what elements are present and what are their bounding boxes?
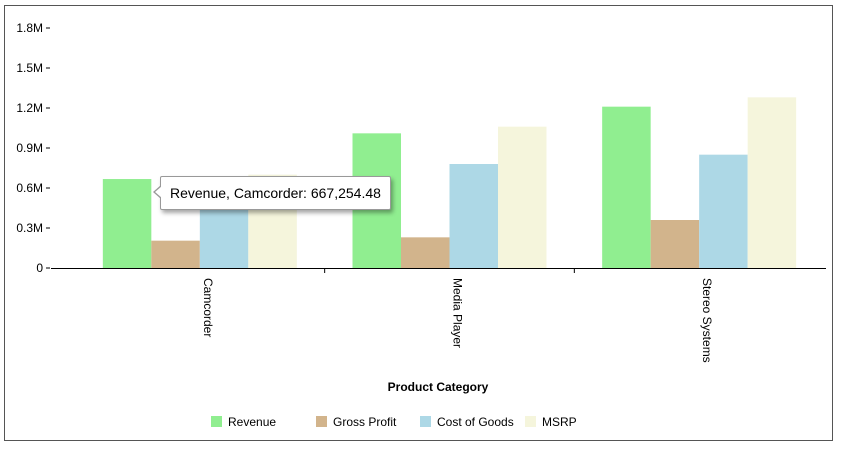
bar-msrp-media-player[interactable] [498, 126, 547, 269]
x-axis-title: Product Category [388, 380, 489, 394]
legend-swatch [525, 416, 536, 427]
bar-revenue-stereo-systems[interactable] [602, 106, 651, 269]
y-tick-label: 0.6M [16, 181, 43, 195]
bar-msrp-stereo-systems[interactable] [747, 97, 797, 268]
bar-gross-profit-media-player[interactable] [401, 237, 450, 268]
y-tick-label: 1.5M [16, 61, 43, 75]
x-tick-label: Camcorder [201, 278, 215, 337]
bar-revenue-camcorder[interactable] [102, 179, 152, 268]
x-tick-label: Stereo Systems [700, 278, 714, 363]
bar-gross-profit-stereo-systems[interactable] [650, 220, 700, 268]
legend-label[interactable]: Cost of Goods [437, 415, 514, 429]
bar-gross-profit-camcorder[interactable] [151, 240, 200, 268]
bar-cost-of-goods-camcorder[interactable] [199, 206, 249, 268]
y-tick-label: 0.3M [16, 221, 43, 235]
tooltip: Revenue, Camcorder: 667,254.48 [153, 176, 391, 210]
legend: Revenue Gross Profit Cost of Goods MSRP [211, 415, 577, 429]
y-axis: 0 0.3M 0.6M 0.9M 1.2M 1.5M 1.8M [16, 21, 50, 275]
legend-swatch [211, 416, 222, 427]
legend-swatch [316, 416, 327, 427]
x-tick-label: Media Player [451, 278, 465, 348]
bars-group [102, 97, 797, 269]
legend-label[interactable]: Gross Profit [333, 415, 397, 429]
tooltip-text: Revenue, Camcorder: 667,254.48 [170, 185, 381, 201]
bar-cost-of-goods-stereo-systems[interactable] [699, 154, 748, 268]
y-tick-label: 0 [36, 261, 43, 275]
legend-label[interactable]: MSRP [542, 415, 577, 429]
y-tick-label: 0.9M [16, 141, 43, 155]
legend-swatch [420, 416, 431, 427]
bar-cost-of-goods-media-player[interactable] [449, 164, 499, 268]
tooltip-arrow-inner [155, 186, 162, 198]
y-tick-label: 1.2M [16, 101, 43, 115]
y-tick-label: 1.8M [16, 21, 43, 35]
legend-label[interactable]: Revenue [228, 415, 276, 429]
x-axis: Camcorder Media Player Stereo Systems [51, 268, 826, 363]
